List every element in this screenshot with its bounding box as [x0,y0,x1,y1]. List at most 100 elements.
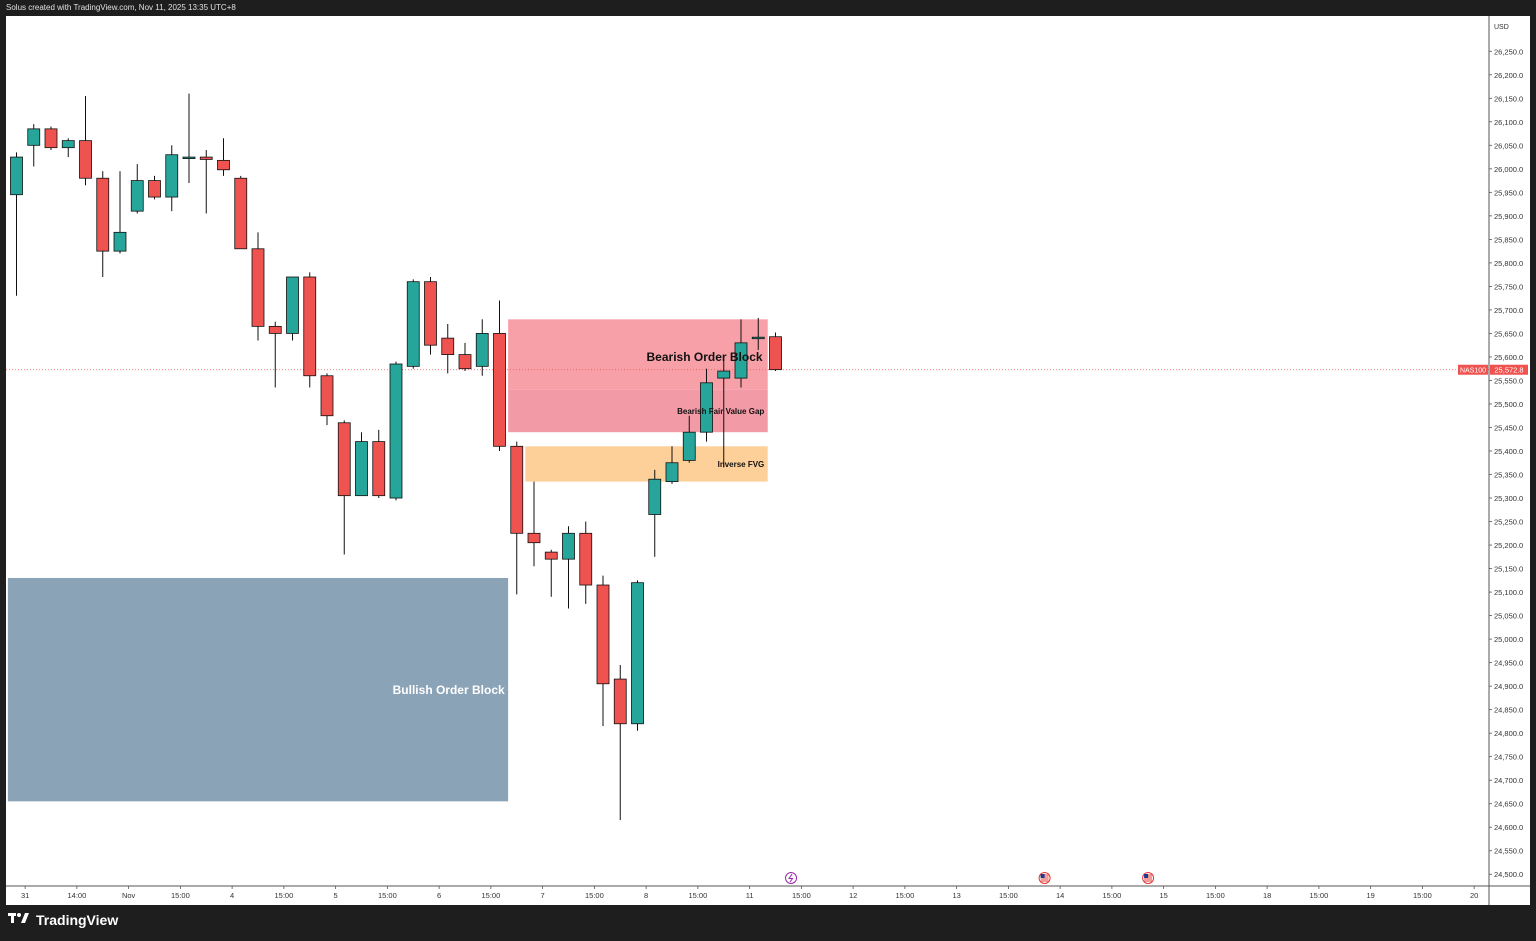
bearish-candle[interactable] [79,140,92,179]
price-tick-label: 24,650.0 [1494,800,1523,809]
bearish-candle[interactable] [769,336,782,371]
bullish-candle[interactable] [475,333,489,367]
bullish-candle[interactable] [286,276,299,334]
time-tick-label: 15:00 [999,891,1018,900]
bearish-candle[interactable] [96,177,110,252]
time-tick-label: 13 [952,891,960,900]
attribution-bar: Solus created with TradingView.com, Nov … [0,0,1536,16]
time-tick-label: 14 [1056,891,1064,900]
bearish-candle[interactable] [424,281,437,346]
price-tick-label: 26,150.0 [1494,94,1523,103]
time-tick-label: 15:00 [378,891,397,900]
bearish-candle[interactable] [320,375,334,417]
last-price-label: 25,572.8 [1494,366,1523,375]
price-tick-label: 25,000.0 [1494,635,1523,644]
price-tick-label: 24,750.0 [1494,753,1523,762]
symbol-tag-label: NAS100 [1460,368,1486,375]
price-tick-label: 25,100.0 [1494,588,1523,597]
bullish-candle[interactable] [682,431,696,461]
price-tick-label: 25,900.0 [1494,212,1523,221]
bearish-candle[interactable] [234,177,248,250]
bullish-candle[interactable] [182,156,196,159]
price-tick-label: 26,100.0 [1494,118,1523,127]
footer-bar [0,905,1536,941]
zone-label: Bearish Order Block [647,350,763,364]
time-tick-label: 15:00 [1413,891,1432,900]
bullish-candle[interactable] [61,140,75,149]
price-tick-label: 25,950.0 [1494,188,1523,197]
bullish-candle[interactable] [562,532,575,560]
bullish-candle[interactable] [10,156,23,196]
bullish-candle[interactable] [717,370,731,379]
bullish-candle[interactable] [113,231,127,252]
time-tick-label: 7 [541,891,545,900]
price-tick-label: 25,150.0 [1494,565,1523,574]
tradingview-logo-icon [8,911,30,928]
bearish-candle[interactable] [579,532,593,586]
bearish-candle[interactable] [44,128,58,149]
time-tick-label: 11 [746,891,754,900]
zone-bearish_fvg[interactable] [508,389,768,433]
zone-inverse_fvg[interactable] [525,446,768,482]
price-tick-label: 26,200.0 [1494,71,1523,80]
bearish-candle[interactable] [217,159,230,171]
zone-bullish_ob[interactable] [7,577,509,802]
tradingview-brand[interactable]: TradingView [8,911,118,928]
bearish-candle[interactable] [596,584,610,685]
bearish-candle[interactable] [148,180,161,198]
bearish-candle[interactable] [303,276,317,377]
bearish-candle[interactable] [527,532,541,544]
price-tick-label: 25,350.0 [1494,471,1523,480]
brand-name: TradingView [36,911,119,928]
bullish-candle[interactable] [406,281,420,367]
time-tick-label: 15:00 [481,891,500,900]
price-tick-label: 25,250.0 [1494,518,1523,527]
bullish-candle[interactable] [165,154,179,198]
time-tick-label: 5 [334,891,338,900]
bullish-candle[interactable] [355,441,368,497]
time-tick-label: 15:00 [1206,891,1225,900]
candlestick-chart[interactable]: Bearish Order Block Bearish Fair Value Ga… [6,16,1530,905]
bullish-candle[interactable] [751,336,765,340]
bearish-candle[interactable] [510,445,524,534]
time-tick-label: 31 [21,891,29,900]
price-tick-label: 25,600.0 [1494,353,1523,362]
price-tick-label: 26,250.0 [1494,47,1523,56]
time-tick-label: 15:00 [688,891,707,900]
price-tick-label: 26,000.0 [1494,165,1523,174]
zone-label: Bullish Order Block [393,683,505,697]
chart-frame[interactable]: Bearish Order Block Bearish Fair Value Ga… [6,16,1530,905]
time-tick-label: 8 [644,891,648,900]
price-tick-label: 24,500.0 [1494,870,1523,879]
bearish-candle[interactable] [372,441,386,497]
bullish-candle[interactable] [648,478,662,515]
time-tick-label: 15:00 [1102,891,1121,900]
price-tick-label: 24,900.0 [1494,682,1523,691]
flag-canton [1144,874,1149,878]
bullish-candle[interactable] [27,128,41,146]
bearish-candle[interactable] [251,248,265,327]
bearish-candle[interactable] [337,422,351,497]
bullish-candle[interactable] [700,382,713,433]
bullish-candle[interactable] [130,180,144,212]
price-tick-label: 25,450.0 [1494,423,1523,432]
price-tick-label: 25,850.0 [1494,235,1523,244]
time-tick-label: 15:00 [1309,891,1328,900]
bearish-candle[interactable] [493,333,506,447]
time-tick-label: 14:00 [67,891,86,900]
bearish-candle[interactable] [458,354,472,370]
bearish-candle[interactable] [441,337,455,355]
bearish-candle[interactable] [199,156,213,160]
time-tick-label: 15:00 [171,891,190,900]
bullish-candle[interactable] [734,342,748,379]
bullish-candle[interactable] [665,462,679,482]
price-tick-label: 24,950.0 [1494,659,1523,668]
bearish-candle[interactable] [268,325,282,334]
bearish-candle[interactable] [544,551,558,560]
currency-label: USD [1494,24,1509,31]
price-tick-label: 25,650.0 [1494,329,1523,338]
bullish-candle[interactable] [631,582,644,725]
bearish-candle[interactable] [613,678,627,725]
flag-canton [1040,874,1045,878]
bullish-candle[interactable] [389,363,403,499]
